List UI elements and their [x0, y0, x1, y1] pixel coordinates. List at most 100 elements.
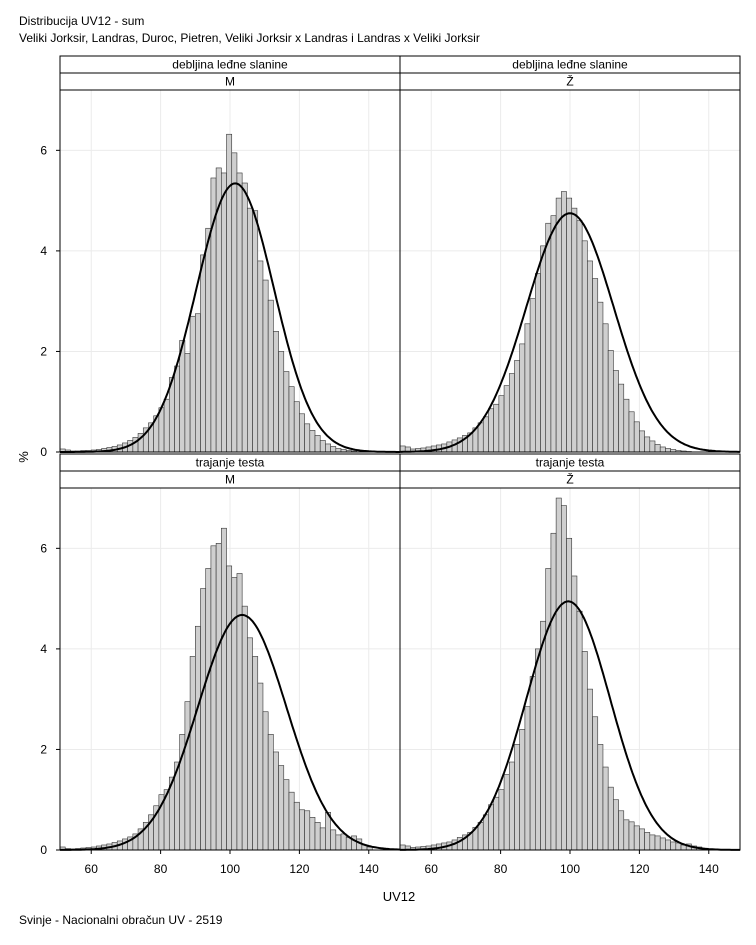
normal-curve [60, 182, 400, 453]
strip-col-label: Ž [566, 74, 573, 89]
histogram-bar [508, 373, 515, 453]
x-tick-label: 120 [629, 862, 649, 876]
histogram-bar [498, 395, 505, 453]
histogram-bar [304, 423, 311, 453]
histogram-bar [247, 637, 253, 851]
histogram-bar [566, 197, 573, 453]
histogram-bar [529, 676, 536, 851]
histogram-bar [524, 323, 531, 453]
x-tick-label: 100 [560, 862, 580, 876]
histogram-bar [498, 789, 505, 851]
histogram-bar [550, 215, 557, 453]
histogram-bar [314, 435, 321, 453]
histogram-bar [231, 152, 238, 453]
histogram-bar [283, 371, 290, 453]
histogram-bar [174, 365, 180, 453]
y-tick-label: 6 [40, 143, 47, 157]
histogram-bar [618, 383, 625, 453]
histogram-bar [633, 825, 640, 851]
histogram-bar [335, 834, 342, 851]
histogram-bar [545, 568, 552, 851]
x-tick-label: 120 [289, 862, 309, 876]
histogram-bar [659, 837, 666, 851]
strip-col-label: M [225, 473, 235, 487]
histogram-bar [644, 832, 651, 851]
x-axis-title: UV12 [383, 889, 416, 904]
histogram-bar [576, 610, 583, 851]
histogram-bar [221, 172, 227, 453]
histogram-bar [482, 814, 489, 851]
histogram-bar [639, 430, 645, 453]
histogram-bar [283, 779, 290, 851]
y-tick-label: 0 [40, 843, 47, 857]
histogram-bar [514, 360, 520, 453]
histogram-bar [477, 822, 484, 851]
histogram-bar [670, 841, 677, 851]
histogram-bar [649, 440, 656, 453]
histogram-bar [633, 421, 640, 453]
histogram-bar [273, 751, 279, 851]
histogram-bar [613, 799, 619, 851]
histogram-bar [628, 821, 635, 851]
histogram-bar [519, 343, 526, 453]
histogram-bar [252, 656, 259, 851]
strip-row-label: trajanje testa [196, 456, 265, 470]
x-tick-label: 60 [425, 862, 439, 876]
normal-curve [400, 600, 740, 851]
histogram-bar [488, 408, 494, 453]
histogram-bar [550, 532, 557, 851]
histogram-bar [535, 273, 541, 453]
histogram-bar [304, 810, 311, 851]
histogram-bar [618, 810, 625, 851]
x-tick-label: 60 [85, 862, 99, 876]
histogram-bar [665, 839, 671, 851]
histogram-bar [555, 197, 562, 453]
histogram-bar [293, 801, 300, 851]
histogram-bar [555, 497, 562, 851]
panel-4: trajanje testa Ž 60 80 100 120 140 [399, 453, 741, 876]
histogram-bar [241, 605, 248, 851]
strip-row-label: debljina leđne slanine [172, 58, 288, 72]
strip-row-label: trajanje testa [536, 456, 605, 470]
histogram-bar [325, 443, 331, 453]
x-tick-label: 140 [699, 862, 719, 876]
histogram-bar [267, 734, 274, 851]
histogram-bar [319, 440, 326, 453]
histogram-bar [581, 651, 588, 851]
histogram-bar [602, 323, 609, 453]
panel-1: debljina leđne slanine M 0 2 4 6 [40, 55, 401, 459]
histogram-bar [545, 222, 552, 453]
histogram-bar [514, 744, 520, 851]
histogram-bar [503, 385, 510, 453]
histogram-bar [613, 370, 619, 453]
histogram-bar [623, 398, 630, 453]
chart-title: Distribucija UV12 - sum [19, 14, 145, 28]
histogram-bar [293, 401, 300, 453]
histogram-bar [288, 386, 295, 453]
histogram-bar [477, 422, 484, 453]
histogram-bar [561, 191, 567, 453]
histogram-bar [561, 505, 567, 851]
histogram-bar [587, 260, 593, 453]
panel-frame [399, 89, 741, 453]
histogram-bar [252, 210, 259, 453]
histogram-bar [519, 729, 526, 851]
histogram-bar [529, 298, 536, 453]
normal-curve [60, 613, 401, 851]
histogram-bar [540, 245, 547, 453]
histogram-bar [524, 706, 531, 851]
histogram-bar [535, 648, 541, 851]
histogram-bar [335, 448, 342, 453]
histogram-bar [221, 527, 227, 851]
histogram-bar [288, 791, 295, 851]
histogram-bar [488, 804, 494, 851]
histogram-bar [566, 537, 573, 851]
y-tick-label: 4 [40, 642, 47, 656]
histogram-bar [581, 240, 588, 453]
histogram-bar [571, 207, 578, 453]
histogram-bar [273, 331, 279, 453]
histogram-bar [597, 744, 604, 851]
histogram-bar [236, 172, 243, 453]
x-tick-label: 80 [154, 862, 168, 876]
